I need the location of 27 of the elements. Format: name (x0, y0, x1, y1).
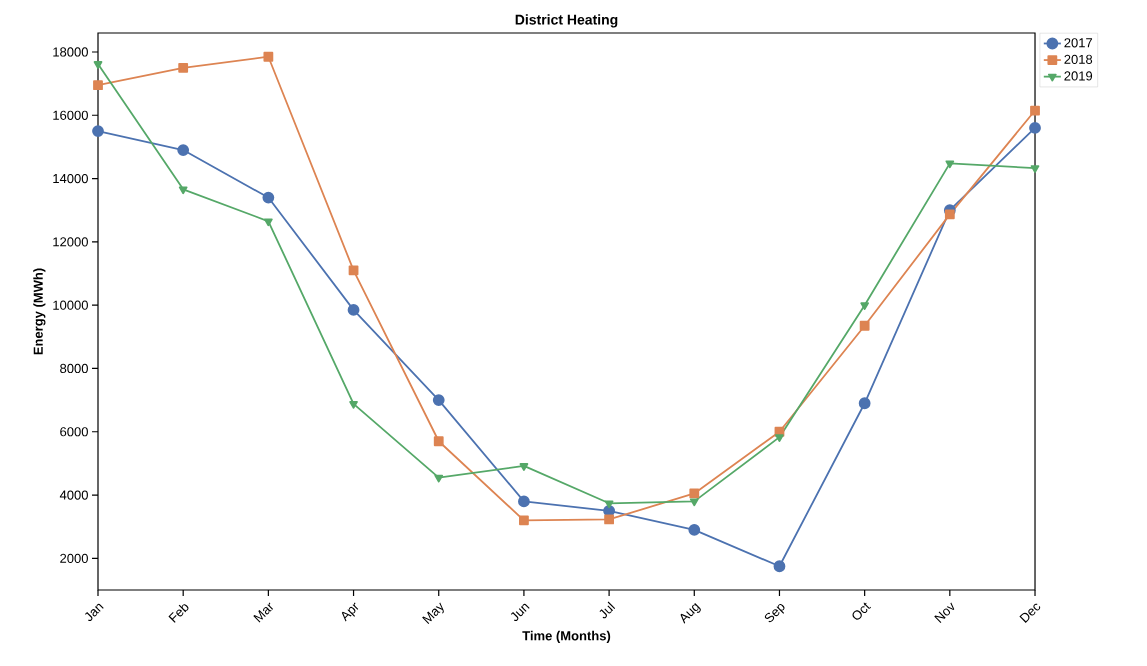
legend-label: 2019 (1064, 71, 1093, 81)
x-tick-label: Jun (510, 603, 530, 622)
x-tick-label: Feb (168, 604, 189, 623)
y-tick-label: 18000 (53, 47, 88, 57)
legend-label: 2018 (1064, 54, 1093, 64)
x-tick-label: Apr (341, 602, 359, 622)
y-axis-title: Energy (MWh) (33, 268, 46, 355)
x-tick-label: Nov (934, 602, 955, 623)
x-tick-label: Aug (680, 603, 701, 624)
chart-title: District Heating (515, 14, 618, 28)
legend-label: 2017 (1064, 38, 1093, 48)
x-tick-label: Mar (253, 602, 274, 623)
y-tick-label: 8000 (60, 363, 88, 374)
y-tick-label: 14000 (53, 173, 88, 184)
x-tick-label: Sep (764, 603, 785, 623)
y-tick-label: 2000 (60, 553, 88, 563)
x-tick-label: Jan (85, 603, 104, 622)
y-tick-label: 16000 (53, 110, 88, 120)
y-tick-label: 10000 (53, 300, 88, 310)
y-tick-label: 4000 (59, 490, 88, 500)
y-tick-label: 12000 (53, 237, 88, 247)
x-tick-label: Dec (1019, 603, 1041, 623)
x-axis-title: Time (Months) (522, 630, 611, 643)
x-tick-label: May (422, 602, 444, 624)
x-tick-label: Jul (599, 601, 616, 619)
x-tick-label: Oct (852, 602, 871, 620)
y-tick-label: 6000 (60, 427, 88, 437)
